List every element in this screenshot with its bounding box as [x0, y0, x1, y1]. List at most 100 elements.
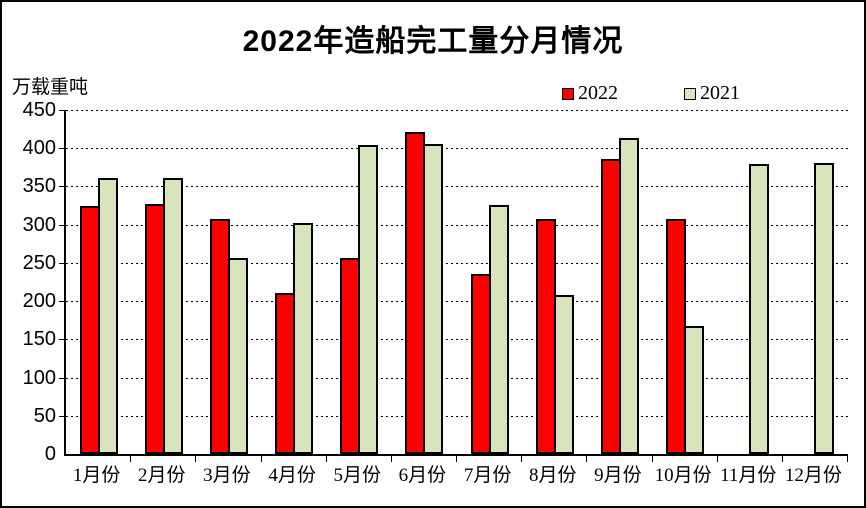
y-axis-tick-label-350: 350: [22, 175, 56, 198]
gridline-100: [66, 377, 848, 379]
x-tick-mark-12: [847, 456, 848, 462]
x-axis-tick-label-1月份: 1月份: [72, 465, 121, 486]
bar-2022-4月份: [275, 292, 296, 454]
bar-2021-4月份: [293, 223, 314, 454]
y-axis-unit-label: 万载重吨: [12, 77, 89, 98]
y-axis-tick-label-400: 400: [22, 137, 56, 160]
bar-slot-2022-7月份: [470, 274, 491, 454]
x-axis-tick-label-12月份: 12月份: [784, 465, 842, 486]
bar-slot-2021-10月份: [684, 326, 705, 454]
bar-slot-2021-12月份: [814, 162, 835, 454]
bar-2022-9月份: [600, 158, 621, 454]
y-tick-mark-50: [59, 415, 64, 417]
bar-slot-2022-5月份: [340, 258, 361, 454]
gridline-450: [66, 110, 848, 111]
bar-2022-8月份: [535, 218, 556, 454]
legend-label-2021: 2021: [700, 82, 740, 104]
x-tick-mark-10: [716, 456, 718, 462]
legend-label-2022: 2022: [578, 82, 618, 104]
x-tick-mark-2: [195, 456, 197, 462]
bar-slot-2021-11月份: [749, 163, 770, 454]
y-tick-mark-100: [59, 377, 64, 379]
x-axis-tick-label-11月份: 11月份: [720, 465, 777, 486]
gridline-50: [66, 415, 848, 417]
bar-group-3月份: [196, 110, 261, 454]
bar-2021-9月份: [618, 138, 639, 454]
x-axis-tick-label-2月份: 2月份: [137, 465, 186, 486]
gridline-250: [66, 262, 848, 264]
x-axis-tick-label-8月份: 8月份: [528, 465, 577, 486]
bar-2022-1月份: [79, 205, 100, 454]
bar-2022-6月份: [405, 132, 426, 454]
y-tick-mark-250: [59, 262, 64, 264]
bar-slot-2021-3月份: [227, 258, 248, 454]
y-tick-mark-450: [59, 110, 64, 111]
bar-2021-5月份: [358, 145, 379, 454]
x-axis: 1月份 2月份 3月份 4月份 5月份 6月份 7月份 8月份 9月份 10月份 11月份 12月份: [64, 460, 846, 488]
x-tick-mark-4: [325, 456, 327, 462]
y-axis-tick-label-150: 150: [22, 328, 56, 351]
bar-2021-12月份: [814, 162, 835, 454]
legend-swatch-2021-icon: [684, 87, 696, 100]
bar-slot-2021-8月份: [553, 295, 574, 454]
bar-slot-2022-6月份: [405, 132, 426, 454]
bar-slot-2022-9月份: [600, 158, 621, 454]
bar-slot-2021-6月份: [423, 144, 444, 454]
bar-slot-2022-10月份: [666, 219, 687, 454]
bar-slot-2021-4月份: [293, 223, 314, 454]
gridline-150: [66, 339, 848, 341]
x-axis-tick-label-10月份: 10月份: [654, 465, 712, 486]
chart-title: 2022年造船完工量分月情况: [242, 25, 624, 58]
bar-slot-2021-9月份: [618, 138, 639, 454]
bar-2022-3月份: [209, 219, 230, 454]
bar-2021-3月份: [227, 258, 248, 454]
legend-swatch-2022-icon: [562, 87, 574, 100]
bar-group-12月份: [783, 110, 848, 454]
x-tick-mark-5: [390, 456, 392, 462]
bar-group-6月份: [392, 110, 457, 454]
gridline-200: [66, 301, 848, 303]
x-axis-tick-label-3月份: 3月份: [203, 465, 251, 486]
bar-group-2月份: [131, 110, 196, 454]
y-axis-tick-label-100: 100: [22, 366, 56, 389]
bar-group-11月份: [718, 110, 783, 454]
bar-slot-2022-8月份: [535, 218, 556, 454]
x-tick-mark-6: [456, 456, 457, 462]
y-axis-tick-label-0: 0: [44, 443, 56, 465]
bar-2021-1月份: [97, 178, 118, 454]
x-axis-tick-label-9月份: 9月份: [594, 465, 642, 486]
y-axis-tick-label-250: 250: [22, 251, 56, 274]
x-axis-tick-label-7月份: 7月份: [463, 465, 512, 486]
bar-slot-2022-3月份: [209, 219, 230, 454]
x-axis-tick-label-4月份: 4月份: [268, 465, 316, 486]
bar-2022-10月份: [666, 219, 687, 454]
bar-2021-2月份: [162, 178, 183, 454]
x-tick-mark-1: [130, 456, 132, 462]
bar-2021-6月份: [423, 144, 444, 454]
bar-group-1月份: [66, 110, 131, 454]
gridline-400: [66, 148, 848, 150]
x-tick-mark-11: [781, 456, 783, 462]
y-axis-tick-label-200: 200: [22, 290, 56, 313]
bar-slot-2021-2月份: [162, 178, 183, 454]
x-axis-tick-label-5月份: 5月份: [333, 465, 381, 486]
legend: 2022 2021: [562, 82, 740, 105]
y-axis-tick-label-300: 300: [22, 213, 56, 236]
x-tick-mark-7: [521, 456, 523, 462]
bar-slot-2022-2月份: [144, 204, 165, 454]
bar-2022-7月份: [470, 274, 491, 454]
bar-group-5月份: [327, 110, 392, 454]
bar-2022-5月份: [340, 258, 361, 454]
bar-slot-2021-5月份: [358, 145, 379, 454]
x-tick-mark-9: [651, 456, 653, 462]
y-axis-tick-label-50: 50: [33, 404, 56, 427]
x-tick-mark-3: [260, 456, 262, 462]
bar-2021-11月份: [749, 163, 770, 454]
gridline-300: [66, 224, 848, 226]
bar-group-8月份: [522, 110, 587, 454]
y-axis: 0 50 100 150 200 250 300 350 400 450: [2, 100, 56, 464]
y-tick-mark-400: [59, 148, 64, 150]
x-tick-mark-8: [586, 456, 588, 462]
bar-slot-2021-1月份: [97, 178, 118, 454]
y-tick-mark-200: [59, 301, 64, 303]
